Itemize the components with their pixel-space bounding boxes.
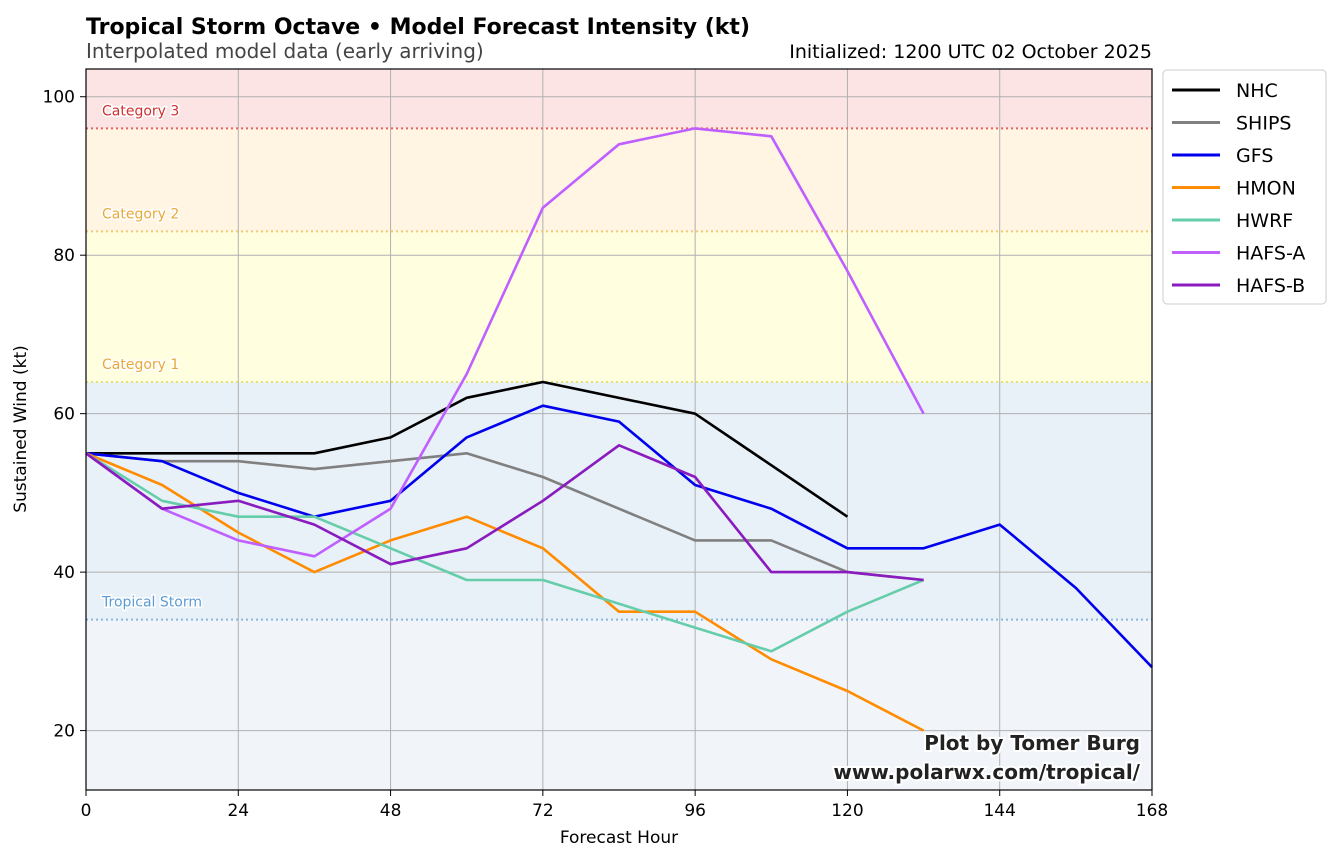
x-tick-label-96: 96 bbox=[684, 801, 706, 821]
legend-label-nhc: NHC bbox=[1236, 80, 1278, 102]
y-tick-label-100: 100 bbox=[43, 88, 75, 108]
legend-box bbox=[1162, 69, 1327, 305]
legend-label-gfs: GFS bbox=[1236, 145, 1273, 167]
series-line-nhc bbox=[86, 380, 849, 518]
chart-title: Tropical Storm Octave • Model Forecast I… bbox=[86, 15, 750, 40]
y-axis-label: Sustained Wind (kt) bbox=[11, 345, 31, 513]
intensity-band-4 bbox=[86, 69, 1152, 129]
series-line-hafs-a bbox=[85, 127, 925, 558]
intensity-band-0 bbox=[86, 619, 1152, 790]
plot-frame bbox=[85, 68, 1153, 791]
x-tick-label-168: 168 bbox=[1136, 801, 1168, 821]
legend-label-hmon: HMON bbox=[1236, 178, 1296, 200]
credit-url: www.polarwx.com/tropical/ bbox=[833, 760, 1140, 784]
x-tick-label-48: 48 bbox=[380, 801, 402, 821]
intensity-band-1 bbox=[86, 381, 1152, 620]
x-tick-label-0: 0 bbox=[81, 801, 92, 821]
threshold-label-tropical-storm: Tropical Storm bbox=[101, 595, 202, 611]
x-tick-label-24: 24 bbox=[227, 801, 249, 821]
y-tick-label-80: 80 bbox=[53, 246, 75, 266]
plot-credit: Plot by Tomer Burg www.polarwx.com/tropi… bbox=[831, 729, 1142, 786]
series-line-gfs bbox=[85, 404, 1153, 669]
intensity-bands bbox=[86, 69, 1152, 790]
threshold-lines: Tropical Storm Category 1 Category 2 Catego… bbox=[86, 102, 1152, 621]
series-line-hmon bbox=[85, 452, 925, 732]
y-axis-ticks: 20 40 60 80 100 bbox=[43, 88, 86, 742]
threshold-label-category-3: Category 3 bbox=[102, 103, 179, 119]
y-tick-label-40: 40 bbox=[53, 563, 75, 583]
chart-subtitle: Interpolated model data (early arriving) bbox=[86, 39, 484, 63]
y-tick-label-20: 20 bbox=[53, 722, 75, 742]
legend-label-hafs-b: HAFS-B bbox=[1236, 275, 1305, 297]
legend-label-hafs-a: HAFS-A bbox=[1236, 243, 1305, 265]
x-tick-label-72: 72 bbox=[532, 801, 554, 821]
series-line-ships bbox=[85, 451, 924, 582]
legend-label-hwrf: HWRF bbox=[1236, 210, 1293, 232]
x-tick-label-144: 144 bbox=[983, 801, 1015, 821]
legend: NHC SHIPS GFS HMON HWRF HAFS-A HAFS-B bbox=[1162, 69, 1327, 305]
threshold-label-category-2: Category 2 bbox=[102, 206, 179, 222]
credit-author: Plot by Tomer Burg bbox=[924, 731, 1140, 755]
initialized-time: Initialized: 1200 UTC 02 October 2025 bbox=[789, 41, 1152, 63]
legend-label-ships: SHIPS bbox=[1236, 113, 1291, 135]
threshold-label-category-1: Category 1 bbox=[102, 357, 179, 373]
x-axis-label: Forecast Hour bbox=[560, 828, 678, 848]
x-axis-ticks: 0 24 48 72 96 120 144 168 bbox=[81, 790, 1168, 821]
intensity-band-2 bbox=[86, 231, 1152, 382]
series-line-hwrf bbox=[85, 452, 925, 653]
series-lines bbox=[85, 127, 1153, 732]
x-tick-label-120: 120 bbox=[831, 801, 863, 821]
series-line-hafs-b bbox=[85, 443, 924, 582]
y-tick-label-60: 60 bbox=[53, 405, 75, 425]
